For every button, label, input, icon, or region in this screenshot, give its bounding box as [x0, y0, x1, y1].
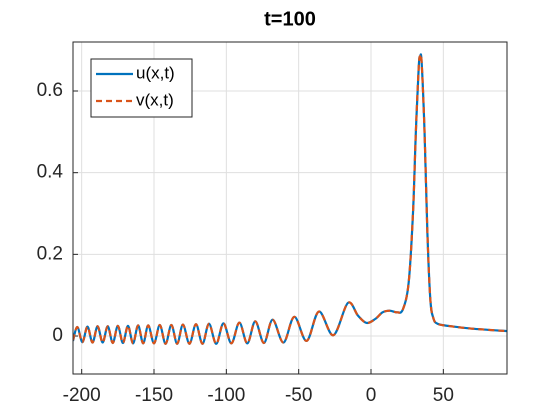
- axes-box: [72, 41, 508, 375]
- y-tick-label: 0: [52, 325, 63, 346]
- y-tick-label: 0.4: [37, 162, 64, 183]
- x-tick-label: -150: [135, 385, 173, 406]
- y-tick-label: 0.2: [37, 243, 63, 264]
- y-tick-label: 0.6: [37, 80, 63, 101]
- legend-label: u(x,t): [136, 63, 175, 82]
- series-line: [73, 53, 507, 345]
- chart-title: t=100: [264, 8, 316, 30]
- x-tick-label: -200: [63, 385, 101, 406]
- x-tick-label: -100: [207, 385, 245, 406]
- x-tick-label: 0: [366, 385, 377, 406]
- x-tick-label: 50: [433, 385, 454, 406]
- legend-box: [90, 58, 193, 118]
- x-tick-label: -50: [285, 385, 312, 406]
- legend-label: v(x,t): [136, 90, 174, 109]
